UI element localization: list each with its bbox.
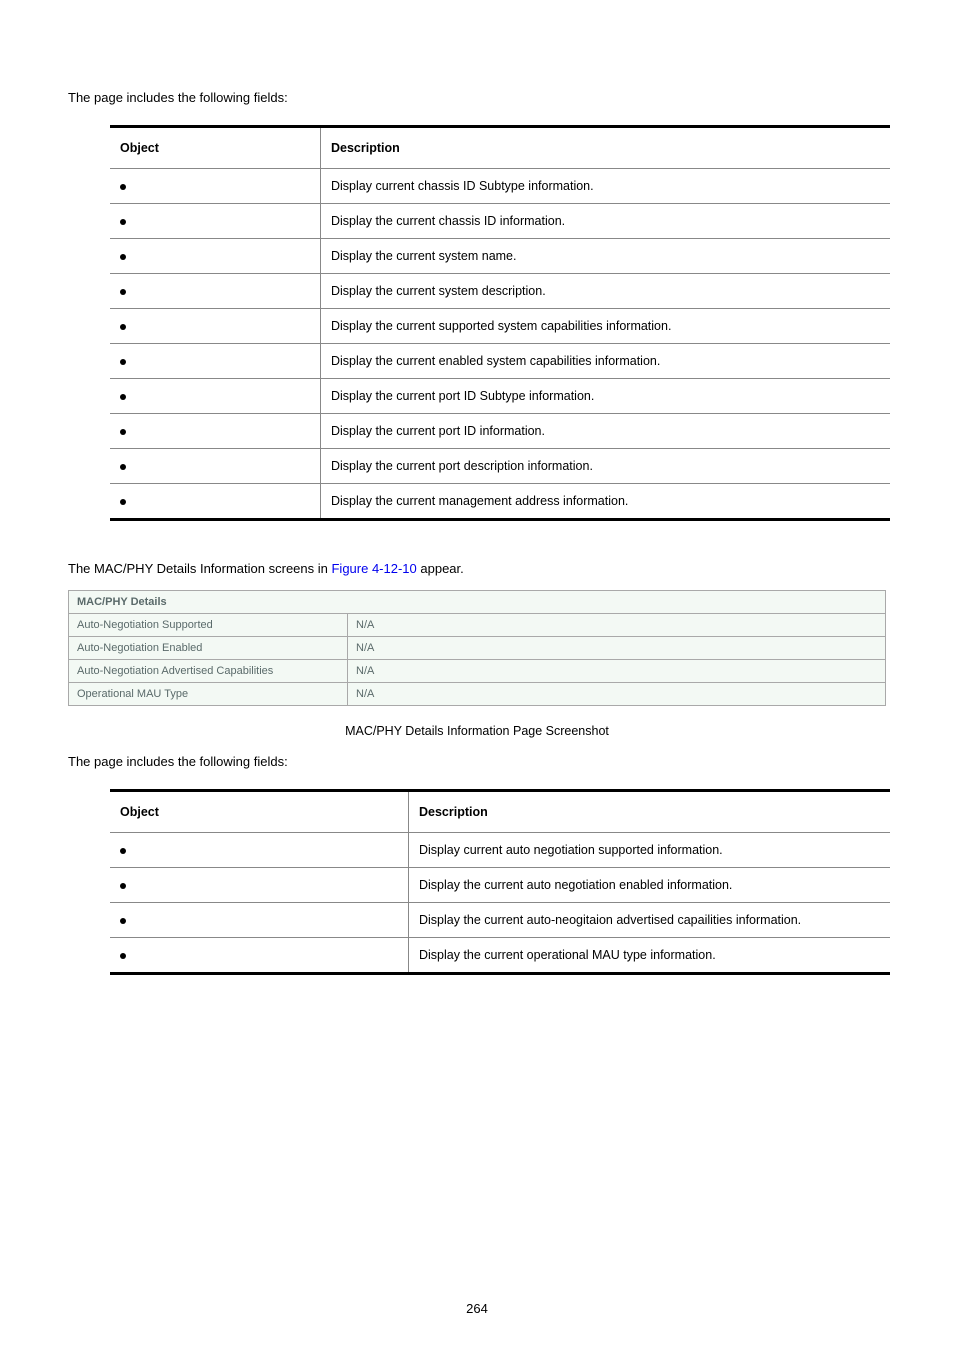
description-cell: Display the current chassis ID informati…: [321, 204, 891, 239]
page-number: 264: [0, 1301, 954, 1316]
figure-link[interactable]: Figure 4-12-10: [331, 561, 416, 576]
table-row: Display the current port description inf…: [110, 449, 890, 484]
panel-label: Auto-Negotiation Supported: [69, 614, 348, 637]
panel-value: N/A: [348, 660, 886, 683]
fields-table-1: Object Description Display current chass…: [110, 125, 890, 521]
panel-row: Auto-Negotiation Enabled N/A: [69, 637, 886, 660]
table-row: Display the current enabled system capab…: [110, 344, 890, 379]
table-row: Display the current system name.: [110, 239, 890, 274]
description-cell: Display current auto negotiation support…: [409, 833, 891, 868]
fields-table-2: Object Description Display current auto …: [110, 789, 890, 975]
panel-label: Auto-Negotiation Enabled: [69, 637, 348, 660]
header-object: Object: [110, 127, 321, 169]
bullet-icon: [120, 219, 126, 225]
bullet-icon: [120, 464, 126, 470]
figure-caption: MAC/PHY Details Information Page Screens…: [68, 724, 886, 738]
panel-label: Auto-Negotiation Advertised Capabilities: [69, 660, 348, 683]
bullet-icon: [120, 394, 126, 400]
object-cell: [110, 833, 409, 868]
intro-text-1: The page includes the following fields:: [68, 90, 886, 105]
header-description: Description: [409, 791, 891, 833]
figure-sentence: The MAC/PHY Details Information screens …: [68, 561, 886, 576]
object-cell: [110, 938, 409, 974]
panel-header-row: MAC/PHY Details: [69, 591, 886, 614]
panel-value: N/A: [348, 637, 886, 660]
object-cell: [110, 449, 321, 484]
object-cell: [110, 344, 321, 379]
table-row: Display current chassis ID Subtype infor…: [110, 169, 890, 204]
description-cell: Display the current system name.: [321, 239, 891, 274]
object-cell: [110, 414, 321, 449]
panel-value: N/A: [348, 614, 886, 637]
bullet-icon: [120, 883, 126, 889]
table-row: Display the current auto-neogitaion adve…: [110, 903, 890, 938]
bullet-icon: [120, 359, 126, 365]
bullet-icon: [120, 918, 126, 924]
table-row: Display the current management address i…: [110, 484, 890, 520]
description-cell: Display current chassis ID Subtype infor…: [321, 169, 891, 204]
table-header-row: Object Description: [110, 791, 890, 833]
panel-label: Operational MAU Type: [69, 683, 348, 706]
panel-row: Auto-Negotiation Advertised Capabilities…: [69, 660, 886, 683]
table-row: Display the current chassis ID informati…: [110, 204, 890, 239]
table-row: Display current auto negotiation support…: [110, 833, 890, 868]
bullet-icon: [120, 499, 126, 505]
object-cell: [110, 379, 321, 414]
description-cell: Display the current port description inf…: [321, 449, 891, 484]
description-cell: Display the current enabled system capab…: [321, 344, 891, 379]
description-cell: Display the current auto-neogitaion adve…: [409, 903, 891, 938]
bullet-icon: [120, 254, 126, 260]
mac-phy-panel: MAC/PHY Details Auto-Negotiation Support…: [68, 590, 886, 706]
panel-title: MAC/PHY Details: [69, 591, 886, 614]
object-cell: [110, 204, 321, 239]
description-cell: Display the current port ID Subtype info…: [321, 379, 891, 414]
table-row: Display the current port ID Subtype info…: [110, 379, 890, 414]
bullet-icon: [120, 848, 126, 854]
bullet-icon: [120, 324, 126, 330]
panel-value: N/A: [348, 683, 886, 706]
object-cell: [110, 484, 321, 520]
table-header-row: Object Description: [110, 127, 890, 169]
description-cell: Display the current port ID information.: [321, 414, 891, 449]
object-cell: [110, 903, 409, 938]
table-row: Display the current auto negotiation ena…: [110, 868, 890, 903]
object-cell: [110, 169, 321, 204]
header-description: Description: [321, 127, 891, 169]
panel-row: Auto-Negotiation Supported N/A: [69, 614, 886, 637]
table-row: Display the current supported system cap…: [110, 309, 890, 344]
bullet-icon: [120, 953, 126, 959]
description-cell: Display the current system description.: [321, 274, 891, 309]
bullet-icon: [120, 429, 126, 435]
sentence-before: The MAC/PHY Details Information screens …: [68, 561, 331, 576]
object-cell: [110, 239, 321, 274]
bullet-icon: [120, 289, 126, 295]
intro-text-2: The page includes the following fields:: [68, 754, 886, 769]
description-cell: Display the current supported system cap…: [321, 309, 891, 344]
description-cell: Display the current operational MAU type…: [409, 938, 891, 974]
object-cell: [110, 309, 321, 344]
page: The page includes the following fields: …: [0, 0, 954, 1350]
sentence-after: appear.: [417, 561, 464, 576]
object-cell: [110, 274, 321, 309]
bullet-icon: [120, 184, 126, 190]
description-cell: Display the current auto negotiation ena…: [409, 868, 891, 903]
table-row: Display the current operational MAU type…: [110, 938, 890, 974]
panel-row: Operational MAU Type N/A: [69, 683, 886, 706]
header-object: Object: [110, 791, 409, 833]
object-cell: [110, 868, 409, 903]
table-row: Display the current system description.: [110, 274, 890, 309]
table-row: Display the current port ID information.: [110, 414, 890, 449]
description-cell: Display the current management address i…: [321, 484, 891, 520]
